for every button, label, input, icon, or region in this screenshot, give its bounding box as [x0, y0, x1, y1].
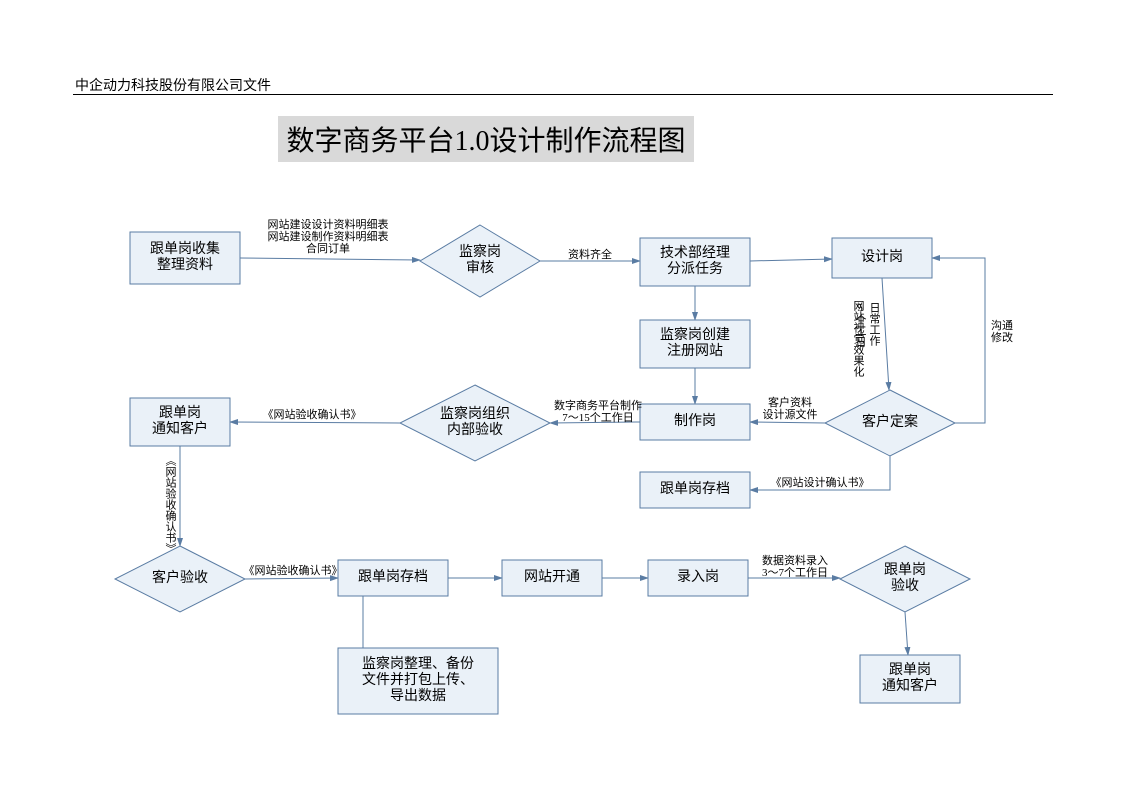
- flow-edge-11: [245, 578, 338, 579]
- flowchart-canvas: 跟单岗收集整理资料监察岗审核技术部经理分派任务设计岗监察岗创建注册网站跟单岗通知…: [0, 0, 1122, 793]
- node-label: 监察岗创建: [660, 326, 730, 343]
- edge-label: 《网站设计确认书》: [771, 475, 870, 489]
- node-label: 整理资料: [157, 257, 213, 273]
- flow-edge-0: [240, 258, 420, 260]
- node-label: 客户验收: [152, 569, 208, 586]
- edge-label: 修改: [991, 330, 1013, 344]
- node-label: 跟单岗: [884, 562, 926, 578]
- edge-label: 3～7个工作日: [762, 566, 828, 579]
- edge-label: 沟通: [991, 319, 1013, 332]
- node-label: 验收: [891, 578, 919, 594]
- edge-label-v: 《网站验收确认书》: [164, 455, 177, 554]
- node-label: 分派任务: [667, 261, 723, 277]
- node-label: 跟单岗收集: [150, 240, 220, 257]
- node-label: 通知客户: [882, 677, 938, 694]
- edge-label: 客户资料: [768, 395, 812, 409]
- edge-label: 《网站验收确认书》: [244, 563, 343, 577]
- edge-label: 设计源文件: [763, 407, 818, 421]
- edge-label: 合同订单: [306, 241, 350, 255]
- edge-label: 数字商务平台制作: [554, 398, 642, 412]
- edge-label: 网站建设制作资料明细表: [268, 229, 389, 243]
- edge-label: 资料齐全: [568, 247, 612, 261]
- node-label: 文件并打包上传、: [362, 671, 474, 688]
- node-label: 导出数据: [390, 688, 446, 704]
- node-label: 监察岗: [459, 243, 501, 260]
- node-label: 监察岗整理、备份: [362, 655, 474, 672]
- edge-label: 网站建设设计资料明细表: [268, 217, 389, 231]
- node-label: 跟单岗存档: [660, 481, 730, 497]
- node-label: 跟单岗存档: [358, 569, 428, 585]
- node-label: 技术部经理: [660, 245, 730, 261]
- edge-label: 《网站验收确认书》: [263, 407, 362, 421]
- node-label: 审核: [466, 260, 494, 276]
- edge-label-v: 日常工作: [868, 302, 881, 346]
- flow-edge-17: [932, 258, 985, 423]
- node-label: 跟单岗: [159, 405, 201, 421]
- flow-edge-2: [750, 259, 832, 261]
- node-label: 监察岗组织: [440, 405, 510, 422]
- edge-label: 7～15个工作日: [562, 411, 634, 424]
- node-label: 录入岗: [677, 569, 719, 585]
- node-label: 注册网站: [667, 343, 723, 359]
- flow-edge-5: [882, 278, 889, 390]
- flow-edge-9: [230, 422, 400, 423]
- node-label: 内部验收: [447, 422, 503, 438]
- node-label: 跟单岗: [889, 662, 931, 678]
- node-label: 设计岗: [861, 249, 903, 265]
- node-label: 通知客户: [152, 420, 208, 437]
- flow-edge-16: [905, 612, 908, 655]
- flow-edge-6: [750, 422, 825, 423]
- edge-label: 数据资料录入: [762, 553, 828, 567]
- node-label: 客户定案: [862, 413, 918, 430]
- node-label: 网站开通: [524, 569, 580, 585]
- node-label: 制作岗: [674, 413, 716, 429]
- edge-label-v: 网站视觉效果化: [852, 300, 865, 378]
